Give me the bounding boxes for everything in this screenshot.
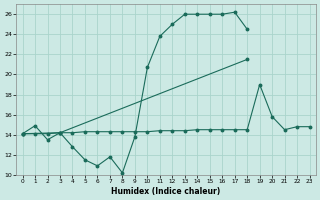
X-axis label: Humidex (Indice chaleur): Humidex (Indice chaleur)	[111, 187, 221, 196]
